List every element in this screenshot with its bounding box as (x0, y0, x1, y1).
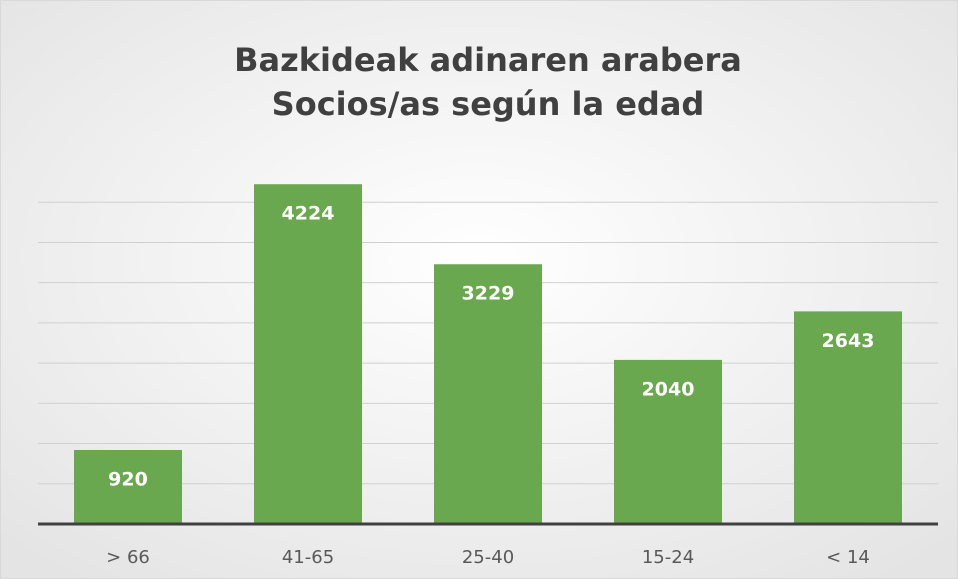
bar (614, 359, 722, 524)
data-label: 2040 (642, 378, 695, 400)
data-label: 3229 (462, 283, 515, 305)
bar (794, 311, 902, 524)
data-label: 2643 (822, 330, 875, 352)
bar (74, 449, 182, 524)
x-tick-label: > 66 (106, 547, 150, 568)
chart-title: Bazkideak adinaren arabera (234, 41, 742, 79)
bar (434, 264, 542, 524)
x-tick-label: 41-65 (282, 547, 334, 568)
data-label: 920 (108, 468, 148, 490)
chart-title: Socios/as según la edad (272, 85, 705, 123)
x-tick-label: < 14 (826, 547, 870, 568)
bar (254, 184, 362, 524)
x-tick-label: 25-40 (462, 547, 514, 568)
data-label: 4224 (282, 203, 335, 225)
x-tick-label: 15-24 (642, 547, 694, 568)
